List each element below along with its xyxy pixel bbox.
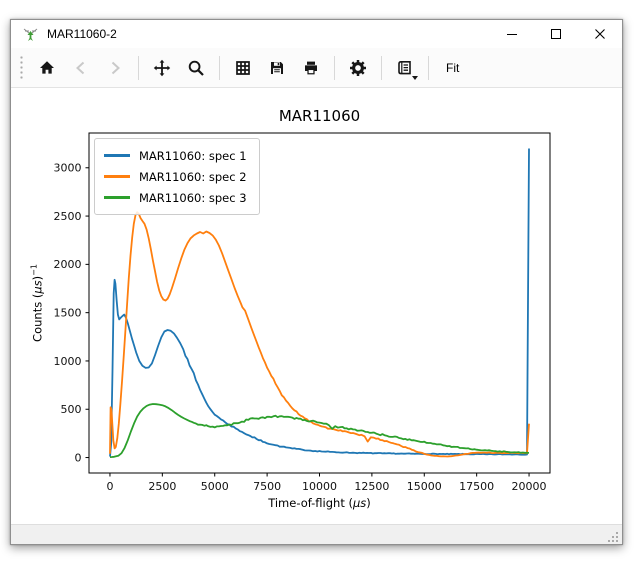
close-button[interactable] <box>578 20 622 48</box>
toolbar-separator <box>381 55 382 80</box>
x-axis-label: Time-of-flight (μs) <box>89 496 550 510</box>
print-button[interactable] <box>296 53 326 83</box>
y-axis-label: Counts (μs)−1 <box>30 264 45 342</box>
x-label-close: ) <box>366 496 371 510</box>
x-tick-label: 10000 <box>302 480 337 493</box>
legend-label: MAR11060: spec 2 <box>139 169 247 184</box>
plot-window: MAR11060-2 Fit 0 2500 5000 7500 10000 12500 15… <box>10 19 623 545</box>
toolbar-separator <box>334 55 335 80</box>
generate-script-button[interactable] <box>390 53 420 83</box>
x-tick-label: 12500 <box>354 480 389 493</box>
x-tick-label: 20000 <box>512 480 547 493</box>
mantid-icon <box>22 26 39 43</box>
legend-line-sample <box>104 175 130 178</box>
forward-button[interactable] <box>100 53 130 83</box>
fit-button[interactable]: Fit <box>446 60 460 75</box>
legend-line-sample <box>104 154 130 157</box>
toolbar-separator <box>428 55 429 80</box>
customize-button[interactable] <box>343 53 373 83</box>
x-tick-label: 7500 <box>253 480 281 493</box>
magnifier-icon <box>188 60 204 76</box>
pan-button[interactable] <box>147 53 177 83</box>
series-line-3 <box>109 403 530 458</box>
legend-label: MAR11060: spec 1 <box>139 148 247 163</box>
printer-icon <box>305 61 317 74</box>
home-button[interactable] <box>32 53 62 83</box>
y-label-close: ) <box>30 275 45 281</box>
gear-icon <box>350 59 366 76</box>
legend-line-sample <box>104 196 130 199</box>
axes-frame <box>88 132 551 474</box>
resize-grip-icon <box>608 532 618 542</box>
zoom-button[interactable] <box>181 53 211 83</box>
x-tick-label: 17500 <box>459 480 494 493</box>
grid-icon <box>236 60 250 75</box>
close-icon <box>595 29 605 39</box>
move-icon <box>153 59 171 76</box>
chart-title: MAR11060 <box>278 107 361 125</box>
toolbar-drag-handle[interactable] <box>19 54 24 81</box>
y-tick-label: 1000 <box>54 355 82 368</box>
x-tick-label: 2500 <box>148 480 176 493</box>
y-tick-label: 2000 <box>54 258 82 271</box>
save-button[interactable] <box>262 53 292 83</box>
legend-item: MAR11060: spec 3 <box>104 187 247 208</box>
chevron-down-icon <box>412 75 418 80</box>
resize-grip[interactable] <box>607 530 619 542</box>
window-title: MAR11060-2 <box>47 27 117 41</box>
y-tick-label: 500 <box>61 403 82 416</box>
legend-item: MAR11060: spec 1 <box>104 145 247 166</box>
y-label-text: Counts ( <box>30 293 45 342</box>
x-label-units: μs <box>352 496 367 510</box>
legend-label: MAR11060: spec 3 <box>139 190 247 205</box>
grid-button[interactable] <box>228 53 258 83</box>
y-tick-label: 2500 <box>54 210 82 223</box>
plot-toolbar: Fit <box>11 48 622 88</box>
figure-canvas[interactable]: 0 2500 5000 7500 10000 12500 15000 17500 20000 0 5… <box>11 88 622 524</box>
y-label-exponent: −1 <box>29 264 39 276</box>
arrow-right-icon <box>111 61 120 74</box>
y-tick-label: 0 <box>75 451 82 464</box>
x-tick-label: 5000 <box>201 480 229 493</box>
y-tick-label: 3000 <box>54 162 82 175</box>
legend: MAR11060: spec 1 MAR11060: spec 2 MAR11060… <box>94 138 260 215</box>
back-button[interactable] <box>66 53 96 83</box>
maximize-button[interactable] <box>534 20 578 48</box>
series-group <box>109 148 530 458</box>
series-line-2 <box>109 211 530 458</box>
home-icon <box>40 60 54 74</box>
minimize-button[interactable] <box>490 20 534 48</box>
arrow-left-icon <box>76 61 85 74</box>
window-controls <box>490 20 622 48</box>
maximize-icon <box>551 29 561 39</box>
legend-item: MAR11060: spec 2 <box>104 166 247 187</box>
x-label-text: Time-of-flight ( <box>268 496 353 510</box>
x-tick-label: 15000 <box>407 480 442 493</box>
toolbar-separator <box>219 55 220 80</box>
y-label-units: μs <box>30 280 45 294</box>
toolbar-separator <box>138 55 139 80</box>
x-tick-label: 0 <box>106 480 113 493</box>
floppy-icon <box>271 61 283 74</box>
status-bar <box>11 524 622 544</box>
script-icon <box>398 60 411 74</box>
minimize-icon <box>507 34 517 35</box>
y-tick-label: 1500 <box>54 306 82 319</box>
title-bar[interactable]: MAR11060-2 <box>11 20 622 48</box>
